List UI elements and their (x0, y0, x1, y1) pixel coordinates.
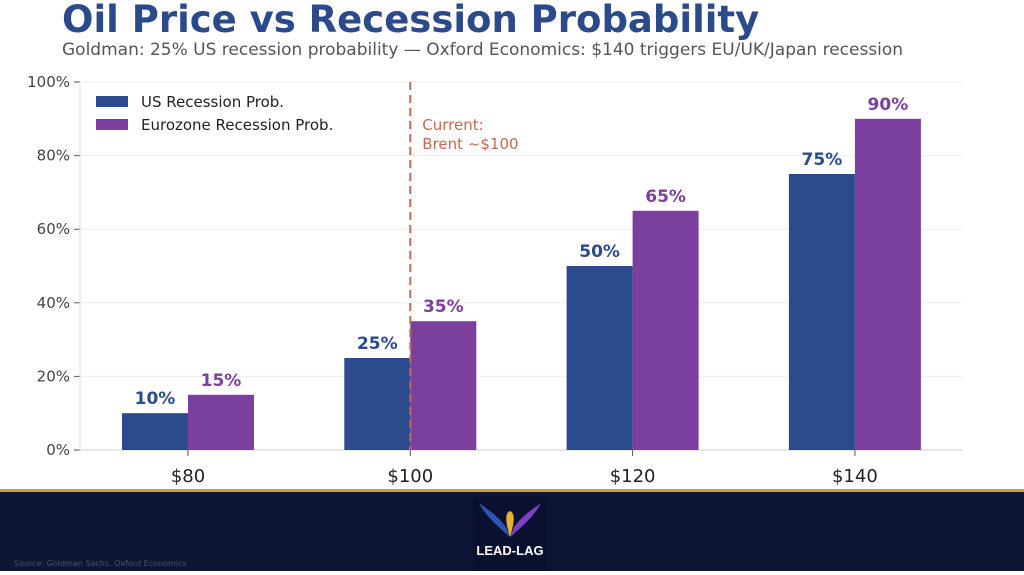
x-tick-label: $140 (832, 466, 878, 487)
data-label: 25% (357, 334, 398, 354)
y-tick-label: 60% (37, 220, 70, 238)
legend-label: US Recession Prob. (141, 93, 284, 111)
legend-swatch (96, 119, 128, 130)
source-note: Source: Goldman Sachs, Oxford Economics (14, 559, 187, 568)
data-label: 50% (579, 242, 620, 262)
footer: Source: Goldman Sachs, Oxford Economics … (0, 489, 1024, 571)
legend-label: Eurozone Recession Prob. (141, 116, 333, 134)
x-tick-label: $80 (171, 466, 205, 487)
y-tick-label: 0% (46, 441, 70, 459)
data-label: 35% (423, 297, 464, 317)
chart-subtitle: Goldman: 25% US recession probability — … (62, 40, 904, 60)
lead-lag-logo: LEAD-LAG (473, 497, 547, 571)
logo-text: LEAD-LAG (476, 543, 544, 558)
y-tick-label: 80% (37, 147, 70, 165)
bar (788, 174, 855, 450)
bar-chart: 0% 20% 40% 60% 80% 100% $80 10% 15% $100 25% 35% $12… (27, 73, 963, 487)
bar (344, 358, 411, 450)
bar (566, 266, 633, 450)
data-label: 65% (645, 187, 686, 207)
data-label: 75% (802, 150, 843, 170)
annotation-text: Current: (422, 116, 483, 134)
chart-title: Oil Price vs Recession Probability (62, 0, 760, 41)
legend-swatch (96, 96, 128, 107)
y-tick-label: 100% (27, 73, 70, 91)
x-tick-label: $100 (387, 466, 433, 487)
annotation-text: Brent ~$100 (422, 135, 518, 153)
bar (122, 413, 188, 450)
bar (188, 394, 254, 450)
x-tick-label: $120 (610, 466, 656, 487)
y-tick-label: 20% (37, 367, 70, 385)
data-label: 15% (201, 371, 242, 391)
bar (854, 118, 921, 451)
bar (632, 210, 699, 450)
y-tick-label: 40% (37, 294, 70, 312)
data-label: 10% (135, 389, 176, 409)
bar (410, 321, 477, 450)
data-label: 90% (868, 95, 909, 115)
